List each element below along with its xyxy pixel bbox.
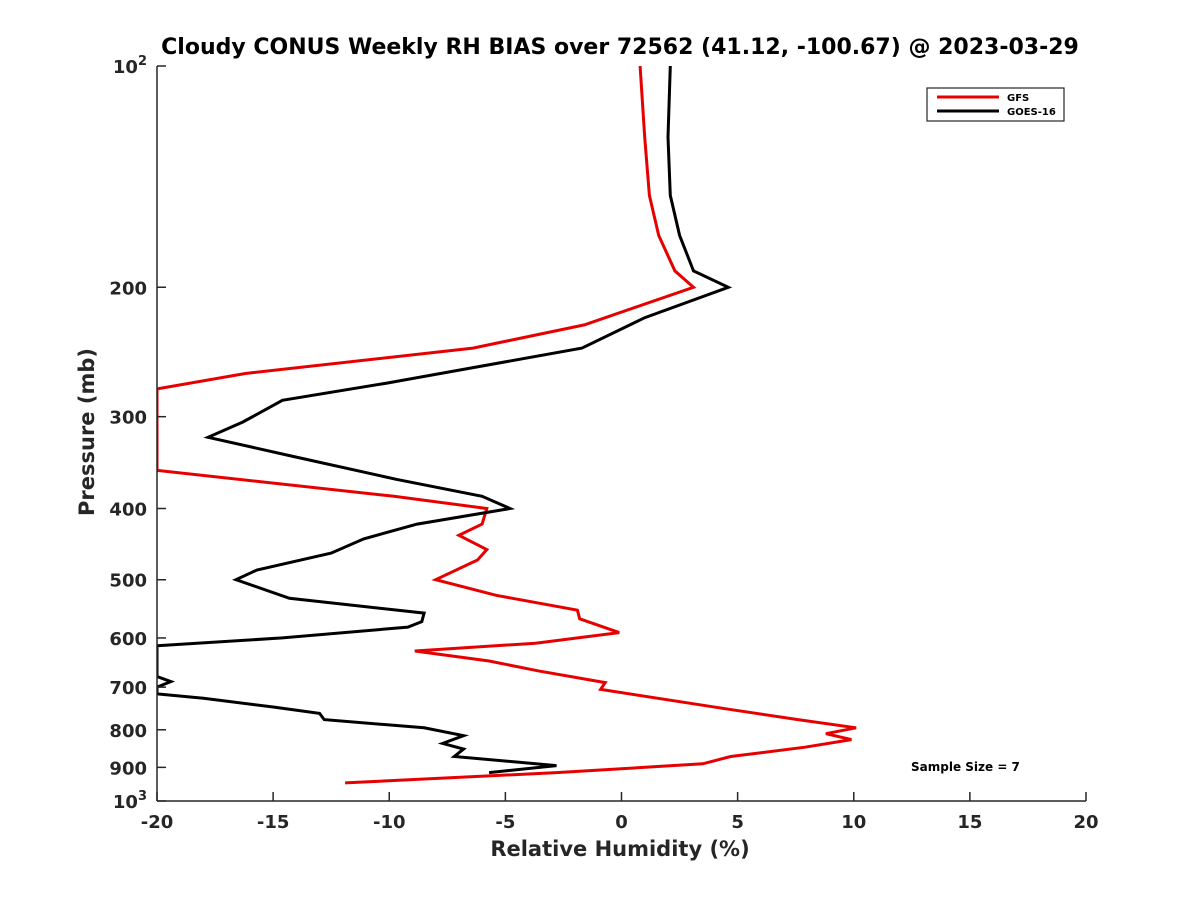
legend-box (926, 87, 1065, 122)
x-tick-label: -5 (495, 812, 515, 833)
axes-layer: -20 -15 -10 -5 0 5 10 15 20 102 200 300 400 500 600 700… (109, 54, 1098, 833)
y-tick-label: 900 (109, 758, 147, 779)
y-axis-label: Pressure (mb) (75, 348, 99, 516)
y-tick-label: 500 (109, 571, 147, 592)
x-tick-label: 0 (615, 812, 628, 833)
series-line-gfs (157, 66, 857, 785)
y-tick-label: 200 (109, 278, 147, 299)
y-tick-label: 800 (109, 721, 147, 742)
legend: GFS GOES-16 (926, 87, 1065, 122)
y-tick-label: 400 (109, 500, 147, 521)
x-tick-label: 15 (957, 812, 982, 833)
x-tick-label: 20 (1073, 812, 1098, 833)
x-tick-label: 10 (841, 812, 866, 833)
y-tick-label: 300 (109, 408, 147, 429)
y-tick-label: 102 (113, 54, 147, 78)
x-tick-label: 5 (731, 812, 744, 833)
series-layer (157, 66, 857, 785)
y-tick-label: 600 (109, 629, 147, 650)
chart-title: Cloudy CONUS Weekly RH BIAS over 72562 (… (161, 35, 1079, 60)
sample-size-annotation: Sample Size = 7 (911, 760, 1020, 774)
series-line-goes-16 (157, 66, 733, 775)
y-tick-label: 700 (109, 678, 147, 699)
x-tick-label: -15 (257, 812, 290, 833)
x-tick-label: -10 (373, 812, 406, 833)
x-tick-label: -20 (141, 812, 174, 833)
x-axis-label: Relative Humidity (%) (490, 837, 749, 861)
legend-label-goes-16: GOES-16 (1007, 107, 1056, 118)
legend-label-gfs: GFS (1007, 93, 1029, 104)
y-tick-label: 103 (113, 789, 147, 813)
